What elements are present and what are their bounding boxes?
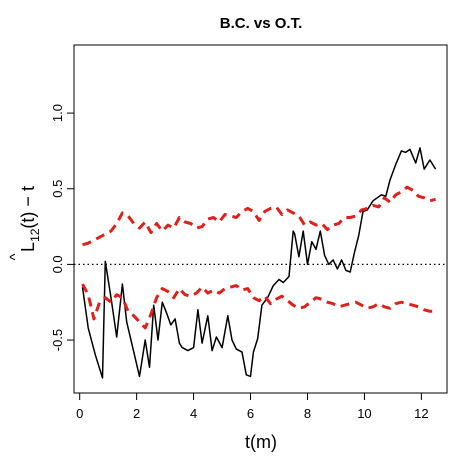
y-label-rest: (t) − t bbox=[18, 186, 38, 229]
y-tick-label: 0.0 bbox=[50, 255, 65, 273]
svg-text:L12(t) − t: L12(t) − t bbox=[18, 186, 42, 252]
x-tick-label: 12 bbox=[414, 406, 428, 421]
x-tick-label: 0 bbox=[76, 406, 83, 421]
x-tick-label: 8 bbox=[304, 406, 311, 421]
chart-title: B.C. vs O.T. bbox=[220, 15, 303, 32]
series-upper-envelope bbox=[82, 185, 436, 247]
x-tick-label: 2 bbox=[133, 406, 140, 421]
y-axis: -0.5 0.0 0.5 1.0 bbox=[50, 104, 75, 351]
y-tick-label: -0.5 bbox=[50, 329, 65, 351]
y-label-base: L bbox=[18, 242, 38, 252]
y-label-subscript: 12 bbox=[28, 228, 42, 242]
x-tick-label: 6 bbox=[247, 406, 254, 421]
series-lower-envelope bbox=[81, 283, 436, 330]
x-tick-label: 4 bbox=[190, 406, 197, 421]
y-tick-label: 1.0 bbox=[50, 104, 65, 122]
y-label-hat: ^ bbox=[7, 253, 24, 260]
x-axis-label: t(m) bbox=[245, 432, 277, 452]
series-line-lower-envelope bbox=[81, 283, 436, 330]
y-axis-label: L12(t) − t ^ bbox=[7, 186, 42, 260]
y-tick-label: 0.5 bbox=[50, 180, 65, 198]
series-line-upper-envelope bbox=[82, 185, 436, 247]
x-tick-label: 10 bbox=[357, 406, 371, 421]
series-line-observed bbox=[81, 147, 437, 379]
series-observed bbox=[81, 147, 437, 379]
series-layer bbox=[81, 147, 437, 379]
x-axis: 0 2 4 6 8 10 12 bbox=[76, 392, 429, 421]
